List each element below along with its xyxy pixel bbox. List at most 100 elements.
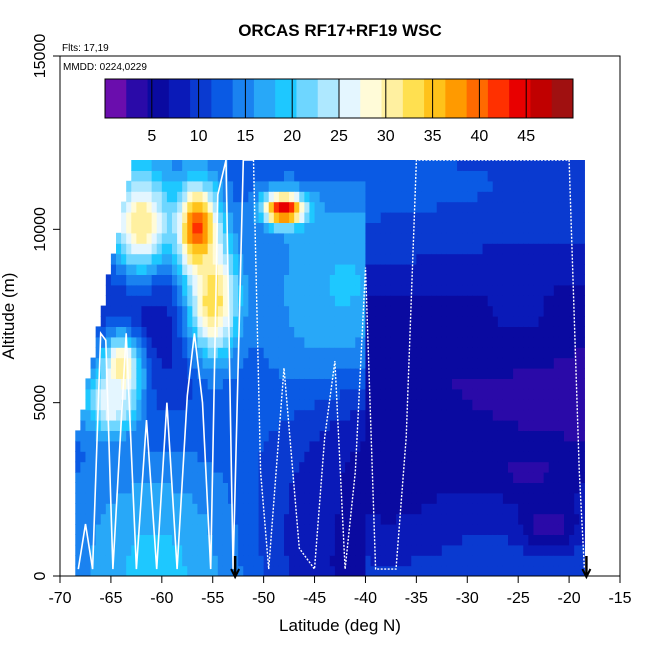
heatmap-cell xyxy=(533,264,540,275)
heatmap-cell xyxy=(355,482,361,494)
heatmap-cell xyxy=(146,253,153,265)
heatmap-cell xyxy=(421,264,428,275)
heatmap-cell xyxy=(278,534,285,546)
heatmap-cell xyxy=(172,492,178,504)
heatmap-cell xyxy=(340,409,346,421)
heatmap-cell xyxy=(508,388,514,400)
heatmap-cell xyxy=(146,503,153,515)
heatmap-cell xyxy=(482,357,489,369)
heatmap-cell xyxy=(543,284,550,296)
heatmap-cell xyxy=(569,451,575,463)
heatmap-cell xyxy=(350,524,356,535)
heatmap-cell xyxy=(75,430,81,442)
heatmap-cell xyxy=(258,264,265,275)
heatmap-cell xyxy=(513,430,519,442)
heatmap-cell xyxy=(431,472,438,483)
heatmap-cell xyxy=(421,336,428,348)
heatmap-cell xyxy=(477,274,484,286)
heatmap-cell xyxy=(452,253,458,265)
heatmap-cell xyxy=(212,430,219,442)
heatmap-cell xyxy=(345,399,351,411)
heatmap-cell xyxy=(207,326,214,338)
heatmap-cell xyxy=(172,357,178,369)
heatmap-cell xyxy=(324,420,331,431)
heatmap-cell xyxy=(217,534,224,546)
heatmap-cell xyxy=(380,440,387,452)
heatmap-cell xyxy=(238,430,244,442)
heatmap-cell xyxy=(166,482,173,494)
heatmap-cell xyxy=(558,180,565,192)
heatmap-cell xyxy=(487,284,494,296)
heatmap-cell xyxy=(238,524,244,535)
heatmap-cell xyxy=(467,524,473,535)
x-axis-label: Latitude (deg N) xyxy=(279,616,401,635)
heatmap-cell xyxy=(350,565,356,576)
heatmap-cell xyxy=(380,170,387,182)
heatmap-cell xyxy=(548,368,555,379)
heatmap-cell xyxy=(131,170,137,182)
heatmap-cell xyxy=(487,243,494,255)
heatmap-cell xyxy=(380,378,387,390)
heatmap-cell xyxy=(319,482,326,494)
heatmap-cell xyxy=(131,430,137,442)
heatmap-cell xyxy=(390,461,397,473)
heatmap-cell xyxy=(360,347,367,359)
heatmap-cell xyxy=(426,492,433,504)
heatmap-cell xyxy=(268,316,275,327)
heatmap-cell xyxy=(172,264,178,275)
heatmap-cell xyxy=(548,534,555,546)
heatmap-cell xyxy=(228,482,234,494)
heatmap-cell xyxy=(508,305,514,317)
heatmap-cell xyxy=(212,160,219,171)
heatmap-cell xyxy=(95,492,102,504)
heatmap-cell xyxy=(136,492,143,504)
heatmap-cell xyxy=(161,357,168,369)
heatmap-cell xyxy=(263,170,270,182)
heatmap-cell xyxy=(105,503,112,515)
heatmap-cell xyxy=(116,440,122,452)
heatmap-cell xyxy=(177,492,183,504)
heatmap-cell xyxy=(548,451,555,463)
heatmap-cell xyxy=(324,482,331,494)
heatmap-cell xyxy=(268,191,275,203)
heatmap-cell xyxy=(187,180,193,192)
heatmap-cell xyxy=(187,503,193,515)
heatmap-cell xyxy=(380,232,387,244)
heatmap-cell xyxy=(365,305,372,317)
heatmap-cell xyxy=(340,305,346,317)
heatmap-cell xyxy=(334,534,341,546)
heatmap-cell xyxy=(192,264,199,275)
heatmap-cell xyxy=(121,326,127,338)
heatmap-cell xyxy=(518,201,524,213)
heatmap-cell xyxy=(370,368,377,379)
heatmap-cell xyxy=(121,388,127,400)
heatmap-cell xyxy=(156,440,163,452)
heatmap-cell xyxy=(161,482,168,494)
heatmap-cell xyxy=(141,180,148,192)
heatmap-cell xyxy=(340,534,346,546)
heatmap-cell xyxy=(574,565,580,576)
heatmap-cell xyxy=(95,357,102,369)
heatmap-cell xyxy=(416,368,423,379)
heatmap-cell xyxy=(258,565,265,576)
heatmap-cell xyxy=(141,326,148,338)
heatmap-cell xyxy=(538,295,545,307)
heatmap-cell xyxy=(340,336,346,348)
heatmap-cell xyxy=(492,399,499,411)
heatmap-cell xyxy=(95,461,102,473)
heatmap-cell xyxy=(197,565,204,576)
heatmap-cell xyxy=(380,160,387,171)
heatmap-cell xyxy=(355,492,361,504)
heatmap-cell xyxy=(334,212,341,223)
heatmap-cell xyxy=(385,326,392,338)
heatmap-cell xyxy=(416,180,423,192)
heatmap-cell xyxy=(411,524,417,535)
heatmap-cell xyxy=(502,472,509,483)
heatmap-cell xyxy=(457,492,463,504)
heatmap-cell xyxy=(166,232,173,244)
heatmap-cell xyxy=(457,461,463,473)
heatmap-cell xyxy=(411,191,417,203)
heatmap-cell xyxy=(574,160,580,171)
heatmap-cell xyxy=(533,492,540,504)
heatmap-cell xyxy=(253,388,260,400)
